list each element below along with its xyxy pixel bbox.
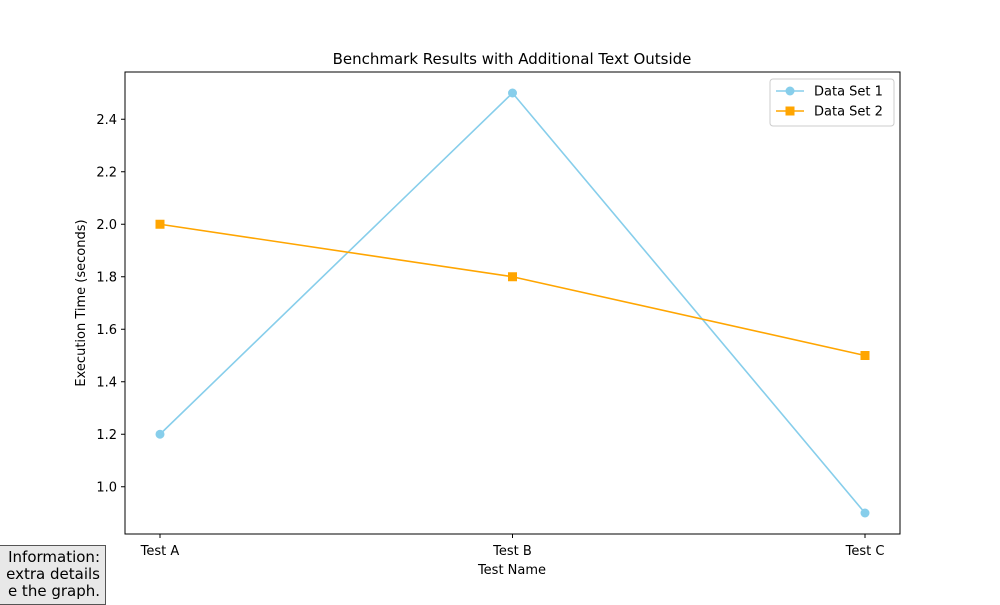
y-tick-label: 2.4 [96,113,117,128]
chart-title: Benchmark Results with Additional Text O… [333,50,692,68]
note-line-3: e the graph. [7,582,100,600]
note-line-1: Information: [8,548,100,566]
y-tick-label: 2.2 [96,165,117,180]
data-point [860,508,870,518]
legend: Data Set 1 Data Set 2 [769,78,895,127]
x-tick-label: Test C [845,544,885,559]
y-tick-label: 1.0 [96,480,117,495]
x-tick-label: Test B [492,544,532,559]
x-tick-label: Test A [140,544,180,559]
info-note-box: Information: extra details e the graph. [0,545,106,605]
series-line-2 [159,223,866,357]
series-line-1 [159,91,866,514]
y-tick-label: 1.6 [96,323,117,338]
y-tick-label: 1.8 [96,270,117,285]
x-axis-label: Test Name [477,563,546,578]
data-point [155,219,165,229]
legend-marker [785,106,795,116]
legend-label: Data Set 2 [814,105,883,120]
data-point [508,272,517,282]
y-axis-label: Execution Time (seconds) [74,219,89,386]
plot-frame [124,71,901,535]
y-tick-label: 1.4 [96,375,117,390]
y-tick-label: 2.0 [96,218,117,233]
data-point [155,429,165,439]
legend-marker [785,86,795,96]
data-point [860,351,870,360]
note-line-2: extra details [6,565,100,583]
data-point [508,88,517,98]
legend-label: Data Set 1 [814,85,883,100]
y-tick-label: 1.2 [96,428,117,443]
